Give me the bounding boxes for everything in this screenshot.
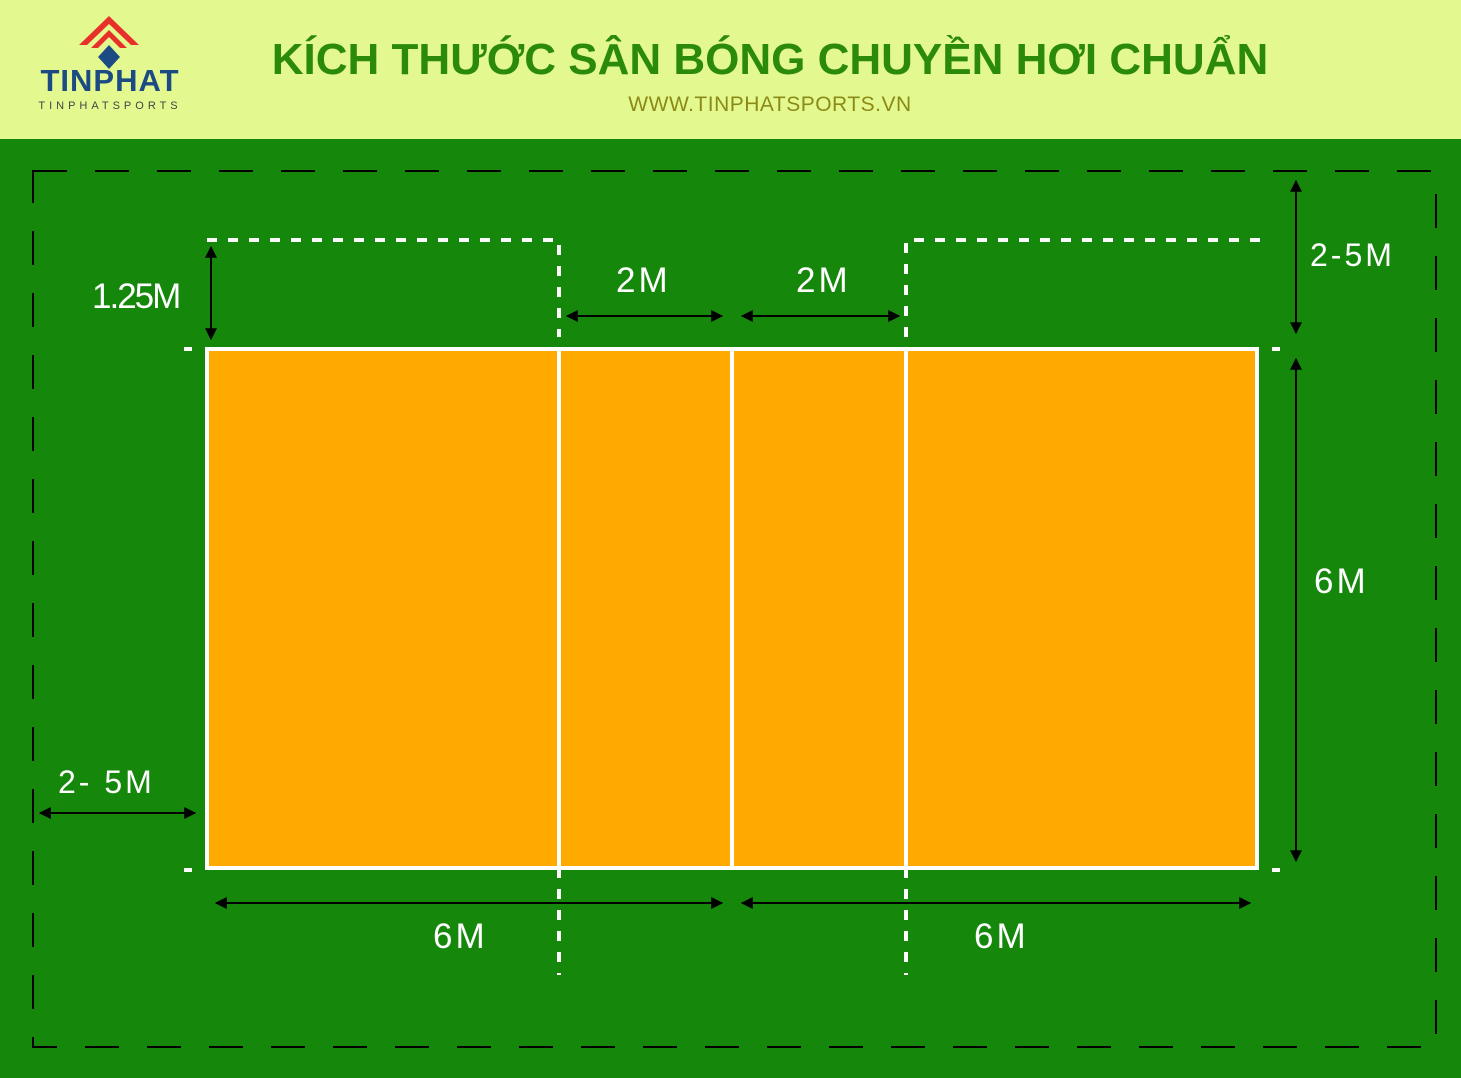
label-zone-right: 2M bbox=[796, 261, 851, 300]
label-top-clearance: 1.25M bbox=[92, 277, 181, 316]
label-court-width: 6M bbox=[1314, 562, 1369, 601]
label-end-free-zone: 2-5M bbox=[1310, 237, 1395, 273]
play-area: 1.25M 2M 2M 2-5M 6M 2- 5M 6M 6M bbox=[0, 139, 1461, 1078]
tinphat-logo-icon bbox=[79, 16, 139, 69]
label-half-right: 6M bbox=[974, 917, 1029, 956]
top-clearance-dotted-right bbox=[904, 238, 1262, 337]
website-url: WWW.TINPHATSPORTS.VN bbox=[628, 93, 912, 116]
logo-subtitle: TINPHATSPORTS bbox=[38, 100, 182, 112]
label-zone-left: 2M bbox=[616, 261, 671, 300]
logo-name: TINPHAT bbox=[40, 63, 180, 98]
top-clearance-dotted-left bbox=[207, 238, 561, 337]
header: TINPHAT TINPHATSPORTS KÍCH THƯỚC SÂN BÓN… bbox=[0, 0, 1461, 139]
court-diagram bbox=[32, 170, 1437, 1048]
free-zone-boundary bbox=[32, 170, 1437, 1048]
page-title: KÍCH THƯỚC SÂN BÓNG CHUYỀN HƠI CHUẨN bbox=[271, 35, 1269, 84]
label-side-free-zone: 2- 5M bbox=[58, 764, 155, 800]
label-half-left: 6M bbox=[433, 917, 488, 956]
